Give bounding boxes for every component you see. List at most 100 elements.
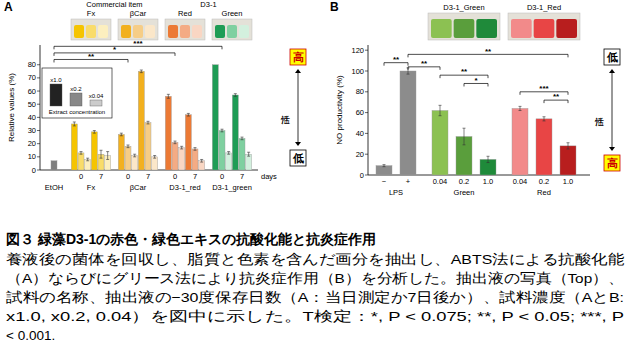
indicator-label: 高 xyxy=(293,51,304,63)
indicator-box xyxy=(290,49,306,65)
error-cap xyxy=(120,135,123,136)
error-bar xyxy=(234,94,237,97)
y-tick-label: 20 xyxy=(356,150,364,159)
error-cap xyxy=(133,154,136,155)
photo-tube xyxy=(239,25,249,38)
error-cap xyxy=(567,149,570,150)
error-cap xyxy=(187,113,190,114)
photo-tube xyxy=(511,19,532,38)
y-tick xyxy=(37,91,40,92)
error-line xyxy=(107,152,108,160)
error-line xyxy=(74,122,75,126)
photo-tube xyxy=(227,25,237,38)
caption: 図３ 緑藻D3-1の赤色・緑色エキスの抗酸化能と抗炎症作用養液後の菌体を回収し、… xyxy=(6,231,624,343)
legend-label: x1.0 xyxy=(50,77,62,83)
error-bar xyxy=(194,148,197,151)
indicator-title: 活性 xyxy=(596,117,606,127)
error-bar xyxy=(100,150,103,158)
error-line xyxy=(242,137,243,140)
error-cap xyxy=(167,94,170,95)
error-bar xyxy=(487,156,490,162)
error-line xyxy=(87,158,88,161)
error-cap xyxy=(487,156,490,157)
error-cap xyxy=(73,121,76,122)
photo-label: D3-1_Red xyxy=(527,3,561,12)
error-bar xyxy=(147,121,150,124)
y-tick xyxy=(37,77,40,78)
x-tick-label: 7 xyxy=(146,172,150,181)
indicator-label: 低 xyxy=(292,152,304,164)
photo-tube xyxy=(556,19,577,38)
error-cap xyxy=(543,120,546,121)
significance: ************** xyxy=(384,47,568,104)
y-tick xyxy=(365,71,368,72)
y-axis xyxy=(40,45,41,170)
error-bar xyxy=(247,152,250,156)
x-tick-label: 0.2 xyxy=(459,177,469,186)
error-cap xyxy=(519,106,522,107)
error-bar xyxy=(519,106,522,110)
bar xyxy=(199,161,205,170)
error-cap xyxy=(234,93,237,94)
error-cap xyxy=(180,148,183,149)
error-line xyxy=(94,131,95,134)
bar xyxy=(118,134,124,170)
photo-tube xyxy=(74,25,84,38)
legend-swatch xyxy=(50,84,62,106)
y-tick xyxy=(365,91,368,92)
days-label: days xyxy=(261,172,277,181)
error-cap xyxy=(127,145,130,146)
error-line xyxy=(544,117,545,121)
y-tick xyxy=(37,156,40,157)
significance-label: *** xyxy=(539,84,549,93)
error-cap xyxy=(73,125,76,126)
error-cap xyxy=(100,150,103,151)
figure: ARelative values (%)01020304050607080070… xyxy=(0,0,640,360)
panel-letter: B xyxy=(330,0,339,14)
error-cap xyxy=(200,159,203,160)
error-cap xyxy=(100,158,103,159)
error-bar xyxy=(180,146,183,149)
caption-line: 養液後の菌体を回収し、脂質と色素を含んだ画分を抽出し、ABTS法による抗酸化能 xyxy=(6,252,624,267)
photo-tube xyxy=(168,25,178,38)
y-tick-label: 0 xyxy=(32,166,36,175)
error-bar xyxy=(567,143,570,149)
error-cap xyxy=(567,142,570,143)
error-line xyxy=(175,141,176,144)
group-label: D3-1_red xyxy=(169,183,200,192)
error-cap xyxy=(194,147,197,148)
indicator-box xyxy=(604,155,620,171)
bar xyxy=(376,166,392,175)
bar xyxy=(246,154,252,170)
error-cap xyxy=(93,130,96,131)
error-bar xyxy=(80,152,83,155)
significance: ****** xyxy=(54,39,222,63)
y-axis-title: Relative values (%) xyxy=(7,73,16,142)
error-cap xyxy=(247,152,250,153)
error-cap xyxy=(200,162,203,163)
photo-tube xyxy=(133,25,143,38)
error-cap xyxy=(106,151,109,152)
bar xyxy=(239,138,245,170)
photo-label: βCar xyxy=(130,9,147,18)
arrow xyxy=(612,72,613,148)
legend-swatch xyxy=(90,100,102,106)
error-cap xyxy=(106,159,109,160)
y-tick-label: 60 xyxy=(28,87,36,96)
legend-label: x0.2 xyxy=(70,86,82,92)
error-line xyxy=(201,159,202,162)
indicator-box xyxy=(290,150,306,166)
significance-label: ** xyxy=(461,67,468,76)
significance-label: ** xyxy=(553,92,560,101)
bar xyxy=(172,142,178,170)
error-cap xyxy=(93,133,96,134)
y-tick-label: 70 xyxy=(28,73,36,82)
x-tick-label: + xyxy=(406,177,411,186)
photo-tube xyxy=(180,25,190,38)
error-cap xyxy=(247,156,250,157)
error-bar xyxy=(73,122,76,126)
bar xyxy=(536,119,552,175)
y-tick xyxy=(365,154,368,155)
error-bar xyxy=(227,152,230,155)
group-label: EtOH xyxy=(45,183,63,192)
